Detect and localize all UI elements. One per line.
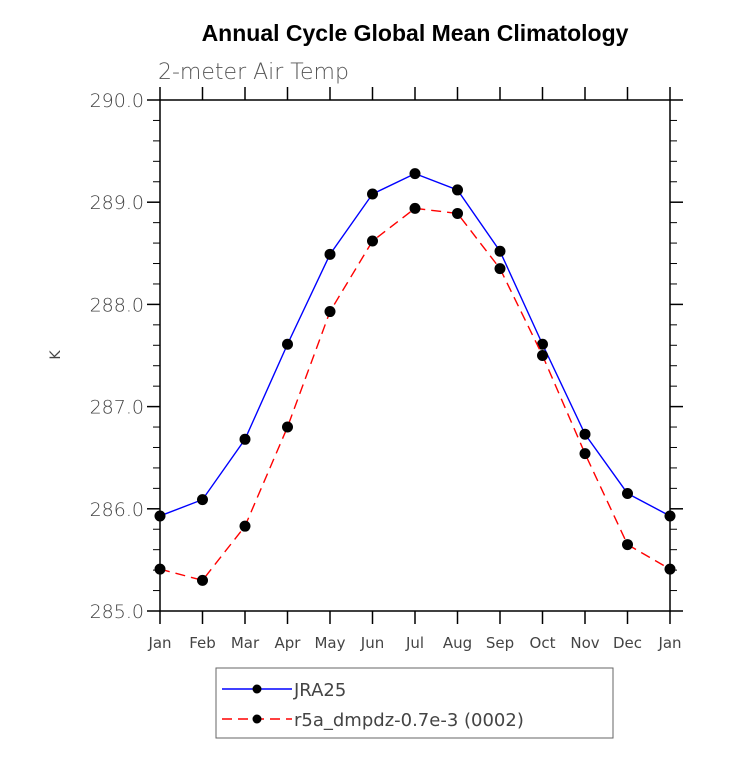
y-tick-label: 285.0 — [90, 601, 144, 623]
data-point — [367, 235, 378, 247]
data-point — [154, 510, 166, 522]
data-point — [622, 539, 633, 551]
series-2 — [154, 202, 676, 586]
x-tick-label: Dec — [613, 634, 642, 652]
legend: JRA25 r5a_dmpdz-0.7e-3 (0002) — [215, 667, 614, 739]
x-tick-label: Sep — [486, 634, 514, 652]
data-point — [239, 520, 251, 532]
chart-title: Annual Cycle Global Mean Climatology — [202, 20, 629, 46]
y-tick-label: 286.0 — [90, 499, 144, 521]
x-tick-label: Oct — [530, 634, 556, 652]
data-point — [239, 433, 251, 445]
data-point — [664, 563, 676, 575]
axes: 285.0 286.0 287.0 288.0 289.0 290.0 Jan Feb Mar A… — [90, 87, 683, 652]
x-tick-label: Nov — [570, 634, 599, 652]
data-point — [494, 245, 506, 257]
x-tick-label: Apr — [275, 634, 302, 652]
data-point — [409, 202, 421, 214]
y-tick-label: 288.0 — [90, 294, 144, 316]
data-point — [537, 338, 548, 350]
x-tick-label: Mar — [231, 634, 260, 652]
y-axis-label: K — [48, 350, 64, 360]
data-point — [367, 188, 378, 200]
series-line — [159, 207, 671, 582]
data-point — [622, 487, 633, 499]
data-point — [197, 574, 208, 586]
data-point — [579, 428, 591, 440]
data-point — [452, 184, 463, 196]
data-point — [579, 448, 591, 460]
data-point — [664, 510, 676, 522]
legend-label: r5a_dmpdz-0.7e-3 (0002) — [294, 710, 524, 731]
y-tick-label: 289.0 — [90, 192, 144, 214]
data-point — [537, 350, 548, 361]
data-point — [197, 494, 208, 506]
legend-box — [215, 667, 614, 739]
x-tick-label: Jun — [360, 634, 384, 652]
chart-subtitle: 2-meter Air Temp — [158, 60, 349, 85]
y-tick-label: 290.0 — [90, 90, 144, 112]
x-tick-label: Jan — [147, 634, 171, 652]
x-tick-label: Feb — [189, 634, 216, 652]
series-1 — [154, 168, 676, 522]
legend-marker — [252, 714, 262, 724]
x-tick-label: Aug — [443, 634, 472, 652]
x-tick-label: Jan — [657, 634, 681, 652]
data-point — [324, 306, 336, 318]
data-point — [494, 263, 506, 275]
data-point — [324, 248, 336, 260]
x-tick-label: May — [314, 634, 345, 652]
data-point — [452, 207, 463, 219]
legend-label: JRA25 — [293, 680, 346, 701]
legend-marker — [252, 684, 262, 694]
series-line — [159, 172, 671, 517]
y-tick-label: 287.0 — [90, 397, 144, 419]
data-point — [282, 421, 293, 433]
x-tick-label: Jul — [405, 634, 424, 652]
series-layer — [154, 168, 676, 586]
data-point — [282, 338, 293, 350]
data-point — [154, 563, 166, 575]
data-point — [409, 168, 421, 180]
